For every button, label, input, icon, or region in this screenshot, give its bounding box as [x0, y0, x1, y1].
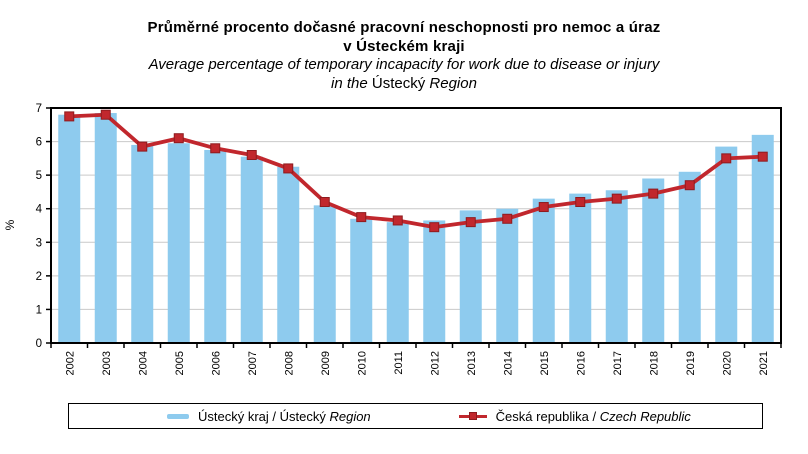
line-series	[69, 112, 763, 230]
legend-box: Ústecký kraj / Ústecký Region Česká repu…	[68, 403, 763, 429]
marker-2020	[721, 153, 732, 164]
marker-2002	[64, 111, 75, 122]
y-tick-label: 3	[36, 237, 42, 249]
bar-2005	[167, 143, 190, 343]
bar-2016	[569, 193, 592, 343]
marker-2014	[502, 213, 513, 224]
bar-2011	[386, 222, 409, 343]
bar-2017	[605, 190, 628, 343]
x-tick-label-2006: 2006	[210, 351, 222, 375]
y-tick-label: 6	[36, 137, 42, 149]
chart-title-line1: Průměrné procento dočasné pracovní nesch…	[147, 19, 661, 36]
x-tick-label-2005: 2005	[174, 351, 186, 375]
marker-2015	[538, 202, 549, 213]
bar-series-swatch-icon	[167, 413, 189, 419]
bar-2021	[751, 134, 774, 343]
marker-2003	[100, 109, 111, 120]
bar-2003	[94, 113, 117, 344]
plot-border	[50, 107, 782, 344]
x-tick-label-2012: 2012	[429, 351, 441, 375]
bar-2009	[313, 205, 336, 343]
x-tick-label-2021: 2021	[758, 351, 770, 375]
legend-label-ceska-republika: Česká republika / Czech Republic	[495, 408, 691, 424]
x-tick-label-2015: 2015	[539, 351, 551, 375]
x-tick-label-2002: 2002	[64, 351, 76, 375]
bar-2020	[715, 146, 738, 343]
bar-2015	[532, 198, 555, 343]
bar-2004	[131, 144, 154, 343]
legend-item-ceska-republika: Česká republika / Czech Republic	[458, 408, 691, 424]
x-tick-label-2003: 2003	[101, 351, 113, 375]
bar-2018	[642, 178, 665, 343]
bar-2019	[678, 171, 701, 343]
x-tick-label-2011: 2011	[393, 351, 405, 375]
marker-2019	[684, 180, 695, 191]
marker-2013	[465, 217, 476, 228]
bar-2010	[350, 218, 373, 343]
bar-2008	[277, 166, 300, 343]
x-tick-label-2019: 2019	[685, 351, 697, 375]
y-tick-label: 7	[36, 103, 42, 115]
y-tick-label: 0	[36, 338, 42, 350]
x-tick-label-2017: 2017	[612, 351, 624, 375]
x-tick-label-2009: 2009	[320, 351, 332, 375]
title-block: Průměrné procento dočasné pracovní nesch…	[0, 19, 808, 93]
bar-2014	[496, 208, 519, 343]
marker-2011	[392, 215, 403, 226]
marker-2006	[210, 143, 221, 154]
x-tick-label-2013: 2013	[466, 351, 478, 375]
marker-2007	[246, 150, 257, 160]
bar-2013	[459, 210, 482, 343]
marker-2004	[137, 141, 148, 152]
marker-2012	[429, 222, 440, 233]
marker-2010	[356, 212, 367, 223]
x-tick-label-2004: 2004	[137, 351, 149, 375]
x-tick-label-2016: 2016	[575, 351, 587, 375]
bar-2007	[240, 156, 263, 343]
marker-2017	[611, 193, 622, 204]
plot-area: 0 1 2 3 4 5 6 7 2002 2003 2004 2005 2006 2007 2008 2009…	[36, 103, 782, 375]
y-tick-label: 5	[36, 170, 42, 182]
bar-2002	[58, 114, 81, 343]
marker-2009	[319, 197, 330, 207]
marker-2016	[575, 197, 586, 207]
legend-item-ustecky-kraj: Ústecký kraj / Ústecký Region	[167, 409, 371, 424]
line-series-swatch-icon	[458, 411, 487, 421]
x-tick-label-2007: 2007	[247, 351, 259, 375]
x-tick-label-2020: 2020	[721, 351, 733, 375]
x-tick-label-2008: 2008	[283, 351, 295, 375]
marker-2018	[648, 188, 659, 199]
x-tick-label-2010: 2010	[356, 351, 368, 375]
y-tick-label: 4	[36, 204, 43, 216]
bar-2012	[423, 220, 446, 343]
marker-2005	[173, 133, 184, 144]
chart-title-line2: v Ústeckém kraji	[343, 37, 465, 55]
x-tick-label-2014: 2014	[502, 351, 514, 375]
bar-2006	[204, 149, 227, 343]
y-tick-label: 1	[36, 304, 42, 316]
y-tick-label: 2	[36, 271, 42, 283]
marker-2008	[283, 163, 294, 174]
marker-2021	[757, 151, 768, 162]
chart-subtitle-line1: Average percentage of temporary incapaci…	[148, 56, 660, 73]
x-tick-label-2018: 2018	[648, 351, 660, 375]
legend-label-ustecky-kraj: Ústecký kraj / Ústecký Region	[198, 408, 371, 424]
chart-subtitle-line2: in the Ústecký Region	[331, 74, 477, 92]
